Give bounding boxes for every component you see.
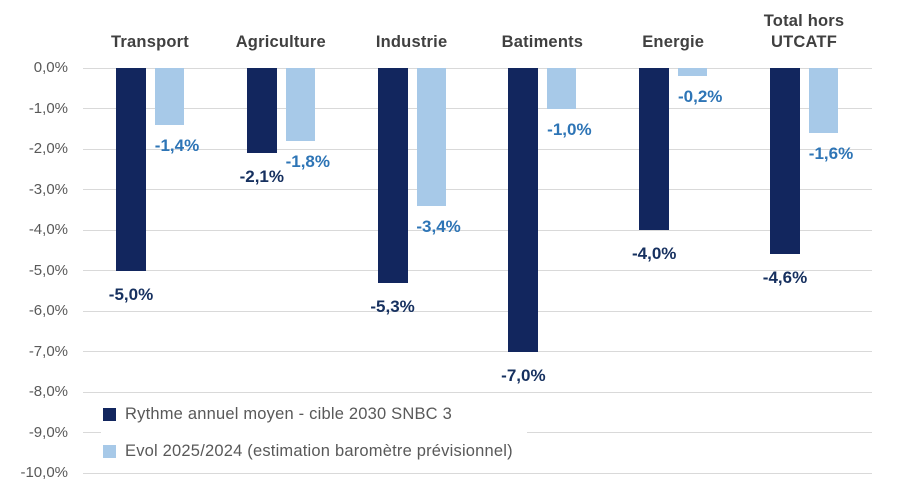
category-label: Energie xyxy=(642,33,705,51)
y-axis-tick-label: -6,0% xyxy=(28,302,68,319)
gridline xyxy=(83,189,872,190)
y-axis-tick-label: -3,0% xyxy=(28,180,68,198)
y-axis-tick-label: -9,0% xyxy=(28,423,68,441)
value-label: -1,0% xyxy=(547,119,592,139)
legend-item-evol: Evol 2025/2024 (estimation baromètre pré… xyxy=(103,439,513,463)
bar-evol-batiments xyxy=(547,68,577,109)
bar-cible-agriculture xyxy=(246,68,277,154)
bar-evol-energie xyxy=(678,68,708,77)
bar-evol-industrie xyxy=(416,68,446,206)
legend-label: Rythme annuel moyen - cible 2030 SNBC 3 xyxy=(125,404,452,423)
value-label: -1,8% xyxy=(285,151,331,171)
value-label: -7,0% xyxy=(501,365,546,385)
gridline xyxy=(83,310,872,312)
y-axis-tick-label: -10,0% xyxy=(20,464,68,481)
gridline xyxy=(83,391,872,393)
y-axis-tick-label: -8,0% xyxy=(28,383,68,400)
y-axis-tick-label: 0,0% xyxy=(33,59,68,76)
y-axis-tick-label: -5,0% xyxy=(28,261,68,279)
bar-cible-energie xyxy=(639,68,670,230)
bar-cible-batiments xyxy=(508,68,539,352)
bar-cible-industrie xyxy=(377,68,408,283)
gridline xyxy=(83,148,872,150)
bar-evol-transport xyxy=(155,68,184,125)
bar-cible-transport xyxy=(116,68,146,271)
gridline xyxy=(83,270,872,271)
y-axis-tick-label: -1,0% xyxy=(28,99,68,117)
value-label: -5,3% xyxy=(370,296,415,316)
value-label: -1,6% xyxy=(808,143,854,163)
gridline xyxy=(83,108,872,109)
gridline xyxy=(83,229,872,231)
category-label: Agriculture xyxy=(235,33,326,51)
category-label: Batiments xyxy=(501,33,584,51)
value-label: -0,2% xyxy=(677,87,723,107)
legend-swatch-light-blue xyxy=(103,444,116,458)
value-label: -3,4% xyxy=(416,216,461,236)
bar-evol-total-hors-utcatf xyxy=(809,68,838,133)
value-label: -2,1% xyxy=(239,167,285,187)
value-label: -4,0% xyxy=(631,244,677,263)
bar-evol-agriculture xyxy=(285,68,315,141)
value-label: -4,6% xyxy=(762,268,808,288)
category-label: Total hors UTCATF xyxy=(763,12,845,51)
value-label: -5,0% xyxy=(108,284,154,304)
legend-swatch-dark-blue xyxy=(103,407,116,421)
category-label: Transport xyxy=(111,33,189,51)
y-axis-tick-label: -7,0% xyxy=(28,342,68,360)
y-axis-tick-label: -4,0% xyxy=(28,221,68,238)
gridline xyxy=(83,351,872,352)
value-label: -1,4% xyxy=(154,135,200,155)
legend-label: Evol 2025/2024 (estimation baromètre pré… xyxy=(125,441,513,460)
y-axis-tick-label: -2,0% xyxy=(28,140,68,157)
legend-item-snbc: Rythme annuel moyen - cible 2030 SNBC 3 xyxy=(103,402,513,426)
bar-cible-total-hors-utcatf xyxy=(770,68,800,255)
gridline xyxy=(83,67,872,69)
category-label: Industrie xyxy=(375,33,448,51)
gridline xyxy=(83,472,872,474)
legend: Rythme annuel moyen - cible 2030 SNBC 3 … xyxy=(101,400,527,465)
